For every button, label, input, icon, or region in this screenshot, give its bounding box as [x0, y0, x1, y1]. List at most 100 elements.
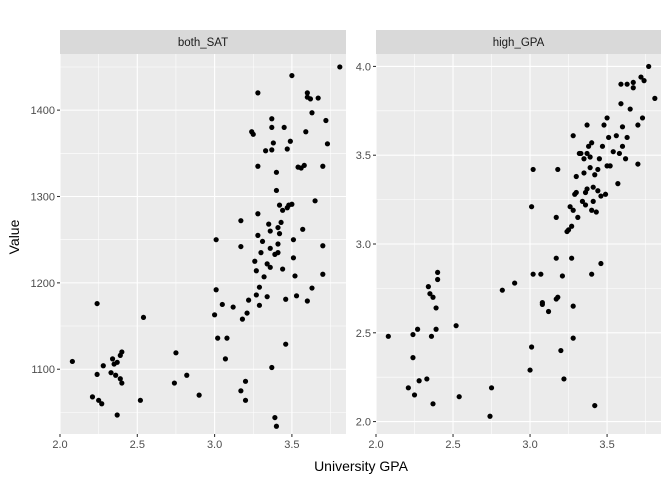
data-point [140, 314, 147, 321]
data-point [239, 316, 246, 322]
data-point [433, 326, 439, 332]
data-point [213, 287, 219, 293]
panel-both-sat: both_SAT 2.0 2.5 3.0 3.5 1100 1200 1300 1400 [31, 30, 346, 451]
data-point [639, 115, 646, 121]
data-point [578, 150, 584, 157]
panel-high-gpa: high_GPA 2.0 2.5 3.0 3.5 2.0 2.5 3.0 3.5 4.0 [356, 30, 661, 451]
data-point [569, 255, 575, 261]
data-point [96, 397, 102, 403]
data-point [264, 261, 270, 267]
data-point [565, 227, 572, 233]
data-point [323, 117, 329, 124]
panel-background [60, 54, 346, 434]
data-point [570, 335, 576, 341]
data-point [585, 143, 592, 149]
data-point [453, 323, 459, 329]
data-point [528, 204, 535, 210]
data-point [570, 207, 576, 213]
data-point [624, 81, 630, 87]
data-point [255, 90, 261, 96]
data-point [275, 250, 281, 256]
data-point [256, 302, 263, 308]
data-point [273, 169, 280, 175]
data-point [267, 264, 273, 270]
data-point [601, 122, 607, 128]
data-point [315, 95, 321, 101]
x-axis-title: University GPA [314, 458, 409, 474]
data-point [119, 380, 125, 386]
data-point [595, 188, 601, 194]
data-point [530, 271, 536, 277]
data-point [312, 198, 318, 204]
data-point [290, 255, 297, 261]
data-point [69, 358, 75, 365]
data-point [289, 201, 295, 207]
data-point [569, 223, 575, 229]
data-point [579, 198, 586, 204]
data-point [613, 133, 619, 139]
data-point [581, 170, 587, 176]
x-tick-label: 2.0 [52, 439, 67, 451]
data-point [263, 148, 269, 154]
data-point [570, 303, 576, 309]
data-point [267, 228, 273, 234]
facet-label: both_SAT [178, 37, 228, 49]
data-point [250, 131, 256, 137]
data-point [430, 294, 436, 300]
data-point [253, 268, 259, 274]
x-tick-label: 3.0 [207, 439, 222, 451]
data-point [320, 243, 326, 249]
data-point [309, 285, 315, 291]
data-point [292, 273, 298, 279]
data-point [269, 147, 275, 153]
data-point [652, 95, 658, 101]
data-point [280, 207, 286, 213]
data-point [618, 101, 624, 107]
data-point [602, 191, 609, 197]
data-point [646, 63, 652, 70]
x-tick-label: 3.5 [284, 439, 299, 451]
data-point [584, 186, 590, 192]
y-tick-label: 1300 [31, 192, 55, 204]
data-point [595, 166, 601, 173]
data-point [269, 124, 275, 131]
data-point [410, 355, 416, 361]
data-point [94, 300, 100, 307]
data-point [545, 308, 552, 315]
data-point [303, 129, 309, 135]
facet-label: high_GPA [493, 37, 545, 49]
data-point [324, 141, 331, 147]
data-point [427, 291, 433, 297]
data-point [301, 162, 307, 169]
data-point [273, 423, 280, 429]
data-point [456, 394, 462, 400]
data-point [230, 304, 236, 310]
y-tick-label: 1100 [31, 364, 55, 376]
data-point [114, 359, 120, 365]
data-point [512, 280, 518, 286]
y-tick-label: 1400 [31, 105, 55, 117]
data-point [275, 224, 281, 231]
data-point [219, 301, 225, 308]
data-point [630, 85, 636, 91]
data-point [424, 376, 430, 382]
data-point [561, 376, 567, 382]
data-point [293, 293, 300, 299]
data-point [587, 154, 593, 160]
x-tick-label: 2.5 [130, 439, 145, 451]
data-point [276, 202, 283, 208]
data-point [410, 331, 416, 338]
data-point [266, 221, 272, 227]
data-point [425, 284, 431, 290]
data-point [304, 90, 310, 96]
data-point [428, 333, 435, 339]
data-point [113, 372, 119, 378]
data-point [246, 297, 252, 303]
data-point [320, 271, 326, 277]
data-point [555, 166, 561, 173]
data-point [416, 378, 422, 384]
data-point [575, 214, 581, 220]
data-point [284, 146, 290, 152]
data-point [405, 385, 411, 391]
